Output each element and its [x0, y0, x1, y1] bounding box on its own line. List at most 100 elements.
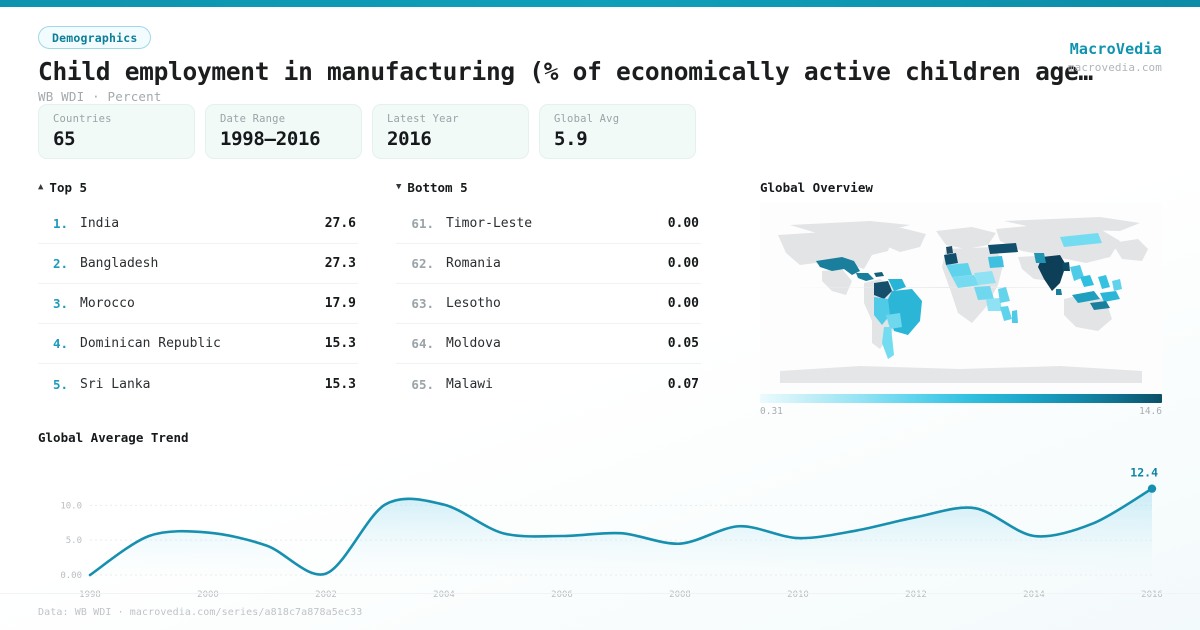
stat-label: Countries: [53, 113, 112, 125]
country-value: 27.3: [324, 256, 356, 271]
map-legend: 0.31 14.6: [760, 394, 1162, 417]
svg-text:2000: 2000: [197, 590, 219, 600]
table-row[interactable]: 65. Malawi 0.07: [396, 364, 701, 404]
chart-y-axis-ticks: 0.00 5.0 10.0: [60, 501, 82, 581]
footer-source: Data: WB WDI · macrovedia.com/series/a81…: [38, 607, 363, 618]
country-value: 0.00: [667, 216, 699, 231]
table-row[interactable]: 5. Sri Lanka 15.3: [38, 364, 358, 404]
stat-label: Date Range: [220, 113, 286, 125]
category-badge[interactable]: Demographics: [38, 26, 152, 49]
trend-chart[interactable]: 0.00 5.0 10.0 12.4 1998 2000 2002 2004 2006 200…: [38, 455, 1162, 605]
country-name: Romania: [446, 256, 501, 271]
chart-area-fill: [90, 488, 1152, 575]
top5-panel: ▲ Top 5 1. India 27.6 2. Bangladesh 27.3…: [38, 180, 358, 404]
country-value: 0.05: [667, 336, 699, 351]
brand-block: MacroVedia macrovedia.com: [1068, 40, 1162, 74]
svg-text:5.0: 5.0: [66, 536, 82, 546]
svg-text:2008: 2008: [669, 590, 691, 600]
triangle-up-icon: ▲: [38, 182, 44, 192]
legend-gradient-bar: [760, 394, 1162, 403]
stat-value: 2016: [387, 128, 432, 150]
country-name: Lesotho: [446, 296, 501, 311]
chart-line: [88, 487, 1154, 577]
global-overview-panel: Global Overview: [760, 180, 1162, 417]
table-row[interactable]: 1. India 27.6: [38, 204, 358, 244]
bottom5-panel: ▼ Bottom 5 61. Timor-Leste 0.00 62. Roma…: [396, 180, 701, 404]
country-value: 15.3: [324, 376, 356, 392]
table-row[interactable]: 64. Moldova 0.05: [396, 324, 701, 364]
rank-number: 5.: [52, 376, 68, 392]
country-name: Sri Lanka: [80, 376, 151, 392]
country-name: Moldova: [446, 336, 501, 351]
chart-x-axis-ticks: 1998 2000 2002 2004 2006 2008 2010 2012 2014 2016: [79, 590, 1162, 600]
trend-title: Global Average Trend: [38, 430, 189, 445]
svg-text:2016: 2016: [1141, 590, 1162, 600]
table-row[interactable]: 4. Dominican Republic 15.3: [38, 324, 358, 364]
svg-text:2012: 2012: [905, 590, 927, 600]
country-value: 15.3: [324, 336, 356, 351]
svg-text:2010: 2010: [787, 590, 809, 600]
country-name: Malawi: [446, 376, 493, 392]
rank-number: 65.: [411, 376, 434, 392]
legend-labels: 0.31 14.6: [760, 406, 1162, 417]
stat-label: Global Avg: [554, 113, 620, 125]
stat-value: 1998–2016: [220, 128, 321, 150]
rank-number: 64.: [411, 336, 434, 351]
country-name: India: [80, 216, 120, 231]
map-title: Global Overview: [760, 180, 873, 195]
rank-number: 3.: [52, 296, 68, 311]
rank-number: 2.: [52, 256, 68, 271]
map-highlighted-countries: [816, 233, 1122, 359]
chart-end-point: [1147, 484, 1157, 493]
chart-end-label: 12.4: [1130, 466, 1158, 480]
stat-card-latest-year: Latest Year 2016: [372, 104, 529, 159]
stat-label: Latest Year: [387, 113, 459, 125]
table-row[interactable]: 3. Morocco 17.9: [38, 284, 358, 324]
rank-number: 4.: [52, 336, 68, 351]
country-value: 0.07: [667, 376, 699, 392]
top5-heading-label: Top 5: [49, 180, 88, 195]
table-row[interactable]: 61. Timor-Leste 0.00: [396, 204, 701, 244]
rank-number: 62.: [411, 256, 434, 271]
bottom5-heading-label: Bottom 5: [407, 180, 468, 195]
country-value: 0.00: [667, 256, 699, 271]
table-row[interactable]: 63. Lesotho 0.00: [396, 284, 701, 324]
legend-max-label: 14.6: [1139, 406, 1162, 417]
country-value: 27.6: [324, 216, 356, 231]
footer-divider: [0, 593, 1200, 594]
stat-card-row: Countries 65 Date Range 1998–2016 Latest…: [38, 104, 696, 159]
rank-number: 61.: [411, 216, 434, 231]
svg-text:2006: 2006: [551, 590, 573, 600]
page-header: Demographics Child employment in manufac…: [0, 7, 1200, 104]
stat-card-date-range: Date Range 1998–2016: [205, 104, 362, 159]
global-average-trend-panel: Global Average Trend 0.00 5.0 10.0 12.4 19…: [38, 430, 1162, 605]
stat-value: 65: [53, 128, 76, 150]
country-name: Morocco: [80, 296, 135, 311]
rank-number: 63.: [411, 296, 434, 311]
stat-card-global-avg: Global Avg 5.9: [539, 104, 696, 159]
triangle-down-icon: ▼: [396, 182, 402, 192]
top-accent-bar: [0, 0, 1200, 7]
top5-heading: ▲ Top 5: [38, 180, 358, 195]
legend-min-label: 0.31: [760, 406, 783, 417]
svg-text:10.0: 10.0: [60, 501, 82, 511]
svg-text:2014: 2014: [1023, 590, 1045, 600]
page-title: Child employment in manufacturing (% of …: [38, 57, 1093, 86]
country-name: Bangladesh: [80, 256, 159, 271]
svg-text:2002: 2002: [315, 590, 337, 600]
page-subtitle: WB WDI · Percent: [38, 89, 162, 104]
brand-name: MacroVedia: [1069, 40, 1162, 58]
country-name: Timor-Leste: [446, 216, 533, 231]
bottom5-heading: ▼ Bottom 5: [396, 180, 701, 195]
svg-text:0.00: 0.00: [60, 571, 82, 581]
svg-text:2004: 2004: [433, 590, 455, 600]
country-value: 0.00: [667, 296, 699, 311]
svg-text:1998: 1998: [79, 590, 101, 600]
world-choropleth-map[interactable]: [760, 203, 1162, 391]
rank-number: 1.: [52, 216, 68, 231]
table-row[interactable]: 62. Romania 0.00: [396, 244, 701, 284]
table-row[interactable]: 2. Bangladesh 27.3: [38, 244, 358, 284]
country-value: 17.9: [324, 296, 356, 311]
brand-url: macrovedia.com: [1067, 61, 1162, 74]
